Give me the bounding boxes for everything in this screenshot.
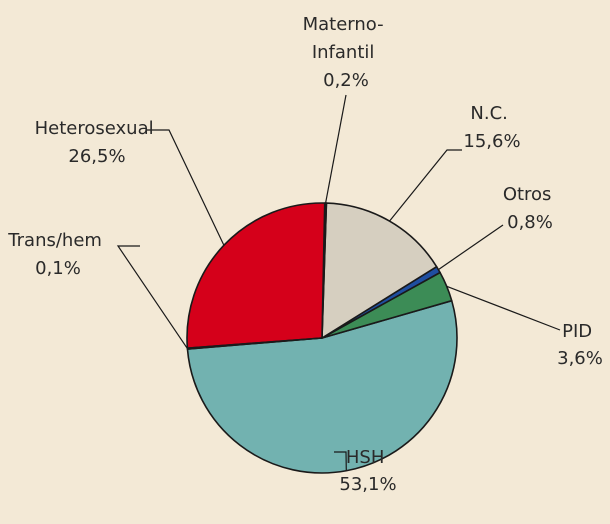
label-nc: N.C. 15,6% — [463, 103, 520, 152]
slice-heterosexual — [186, 202, 326, 350]
pie-slices — [186, 202, 458, 474]
leader-lines — [116, 94, 561, 471]
label-nc-value: 15,6% — [463, 131, 520, 152]
label-hsh: HSH 53,1% — [339, 447, 396, 495]
label-hsh-value: 53,1% — [339, 474, 396, 495]
leader-hsh — [334, 451, 347, 471]
label-pid: PID 3,6% — [557, 321, 603, 369]
label-trans-hem: Trans/hem 0,1% — [7, 230, 107, 279]
label-heterosexual-name: Heterosexual — [35, 118, 154, 139]
leader-pid — [446, 285, 561, 331]
label-otros-name: Otros — [503, 184, 552, 205]
label-materno-line2: Infantil — [312, 42, 375, 63]
label-pid-name: PID — [562, 321, 592, 342]
label-pid-value: 3,6% — [557, 348, 603, 369]
leader-trans-hem — [116, 245, 188, 349]
label-materno-value: 0,2% — [323, 70, 369, 91]
label-otros: Otros 0,8% — [503, 184, 557, 233]
label-trans-hem-name: Trans/hem — [7, 230, 102, 251]
label-nc-name: N.C. — [470, 103, 507, 124]
leader-otros — [438, 224, 504, 271]
label-heterosexual-value: 26,5% — [68, 146, 125, 167]
leader-n-c — [389, 149, 462, 222]
label-materno-line1: Materno- — [303, 14, 384, 35]
label-otros-value: 0,8% — [507, 212, 553, 233]
label-heterosexual: Heterosexual 26,5% — [35, 118, 160, 167]
label-trans-hem-value: 0,1% — [35, 258, 81, 279]
leader-heterosexual — [146, 129, 225, 246]
leader-materno-infantil — [325, 94, 347, 204]
label-materno-infantil: Materno- Infantil 0,2% — [303, 14, 390, 91]
label-hsh-name: HSH — [346, 447, 385, 468]
